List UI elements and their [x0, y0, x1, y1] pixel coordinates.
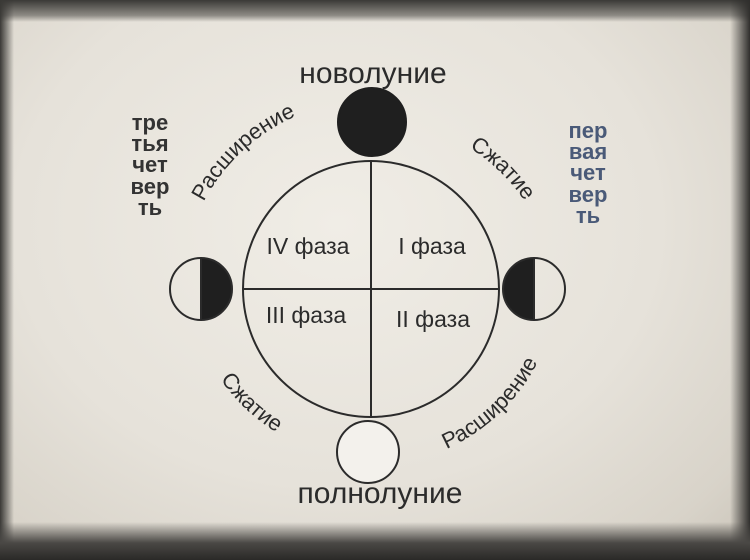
arc-label-lower-right-text: Расширение — [438, 352, 543, 453]
monitor-bezel-left — [0, 0, 14, 560]
monitor-bezel-top — [0, 0, 750, 22]
quadrant-label-iii: III фаза — [266, 302, 347, 328]
first-quarter-moon-icon — [502, 257, 566, 321]
arc-label-lower-left: Сжатие — [216, 367, 287, 436]
new-moon-label: новолуние — [299, 57, 446, 90]
third-quarter-vertical-label: третья четверть — [130, 110, 170, 220]
third-quarter-moon-icon — [169, 257, 233, 321]
first-quarter-vertical-label: первая четверть — [568, 118, 608, 228]
arc-label-upper-right-text: Сжатие — [467, 131, 541, 204]
arc-label-upper-left: Расширение — [186, 98, 298, 204]
full-moon-label: полнолуние — [298, 477, 463, 510]
monitor-bezel-bottom — [0, 522, 750, 560]
full-moon-icon — [336, 420, 400, 484]
new-moon-icon — [337, 87, 407, 157]
monitor-bezel-right — [730, 0, 750, 560]
quadrant-label-i: I фаза — [398, 233, 466, 259]
arc-label-upper-left-text: Расширение — [186, 98, 298, 204]
arc-label-lower-right: Расширение — [438, 352, 543, 453]
quadrant-label-iv: IV фаза — [267, 233, 350, 259]
arc-label-upper-right: Сжатие — [467, 131, 541, 204]
arc-label-lower-left-text: Сжатие — [216, 367, 287, 436]
quadrant-label-ii: II фаза — [396, 306, 470, 332]
